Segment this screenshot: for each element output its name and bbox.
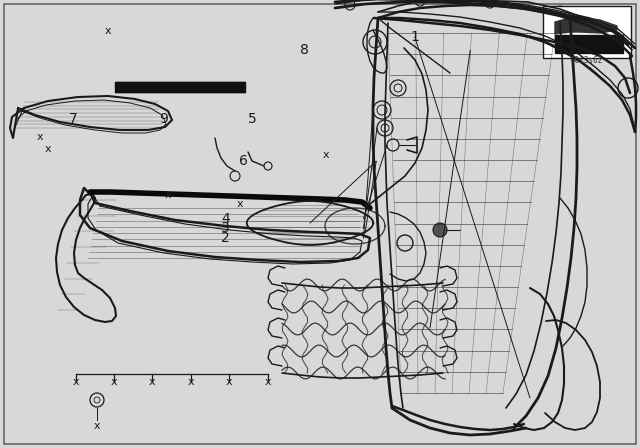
Text: x: x <box>264 377 271 387</box>
Text: x: x <box>45 144 51 154</box>
Polygon shape <box>555 17 617 34</box>
Bar <box>555 35 623 53</box>
Text: 2: 2 <box>221 231 230 246</box>
Text: x: x <box>72 377 79 387</box>
Text: x: x <box>93 421 100 431</box>
Text: x: x <box>237 199 243 209</box>
Text: x: x <box>149 377 156 387</box>
Text: 3: 3 <box>221 221 230 236</box>
Text: x: x <box>226 377 232 387</box>
Bar <box>115 82 245 92</box>
Text: 0013s62: 0013s62 <box>571 56 603 65</box>
Text: 1: 1 <box>410 30 419 44</box>
Text: 4: 4 <box>221 211 230 226</box>
Text: x: x <box>165 190 172 200</box>
Text: x: x <box>111 377 117 387</box>
Text: 6: 6 <box>239 154 248 168</box>
Text: 9: 9 <box>159 112 168 126</box>
Text: 7: 7 <box>69 112 78 126</box>
Bar <box>543 6 631 58</box>
Text: 8: 8 <box>300 43 308 57</box>
Text: 5: 5 <box>248 112 257 126</box>
Text: x: x <box>188 377 194 387</box>
Text: x: x <box>104 26 111 36</box>
Text: x: x <box>323 150 330 159</box>
Circle shape <box>433 223 447 237</box>
Text: x: x <box>36 132 43 142</box>
